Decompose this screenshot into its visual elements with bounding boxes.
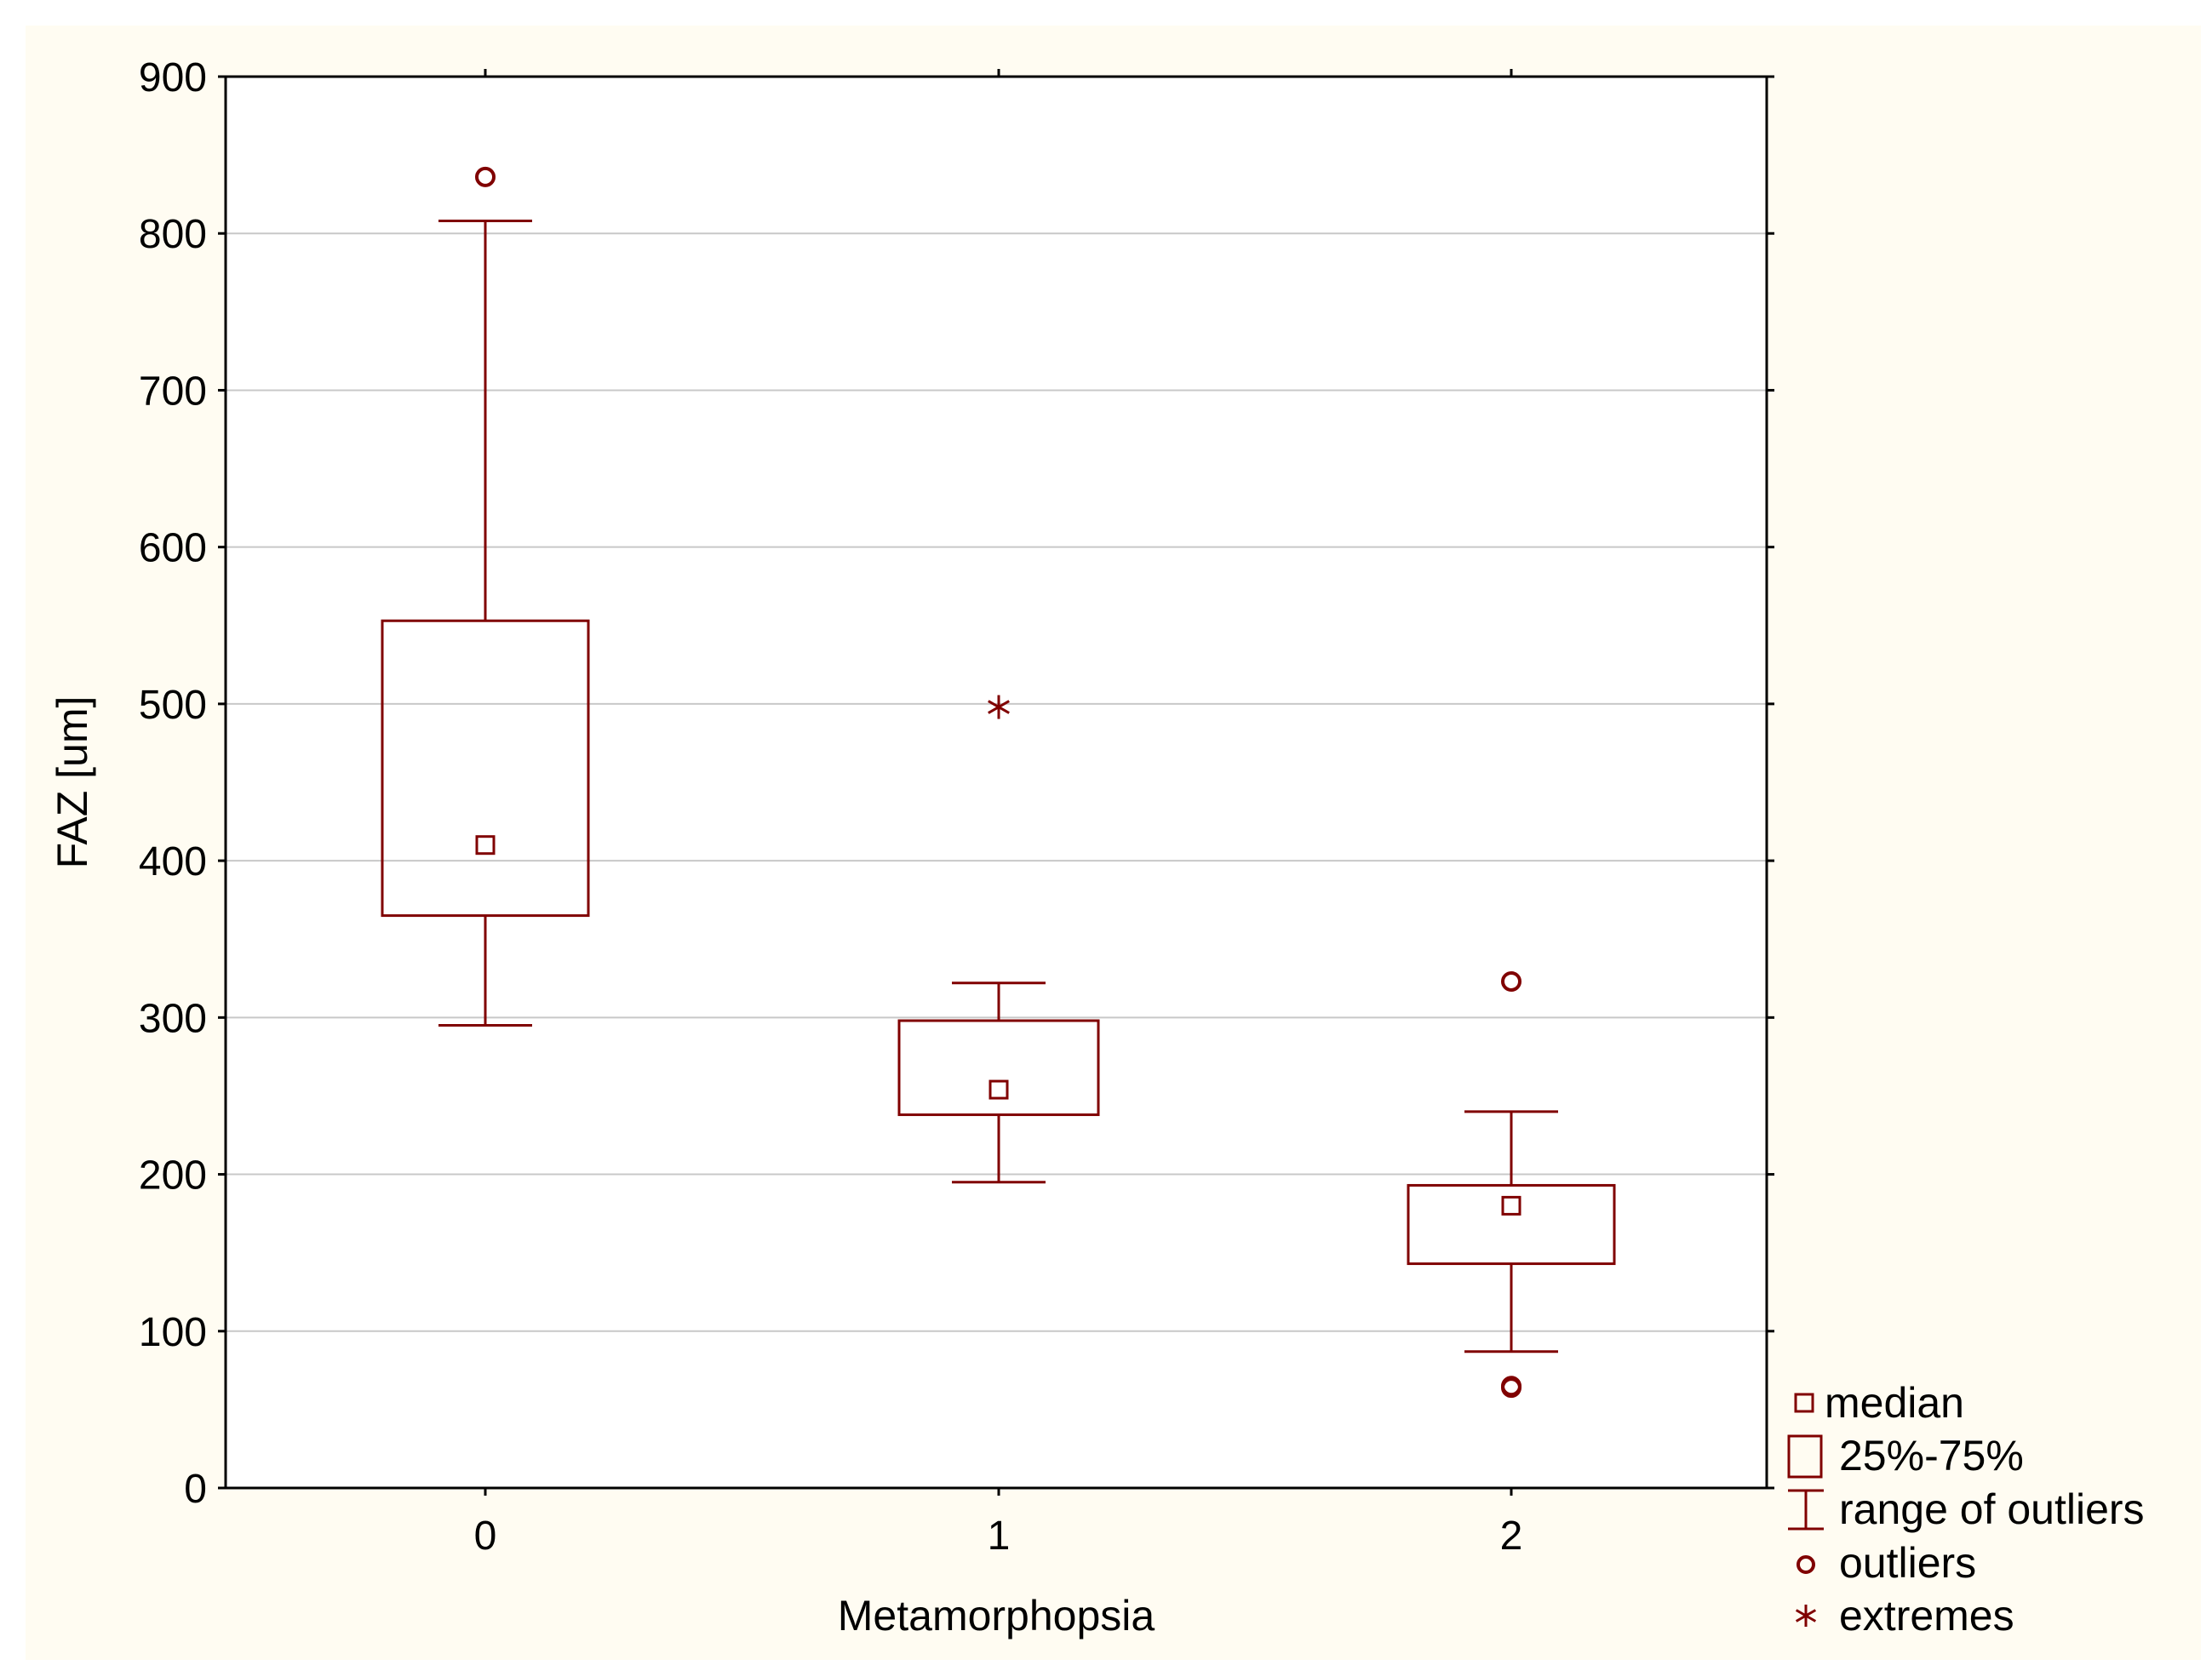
x-tick-label: 0 [474,1514,497,1559]
outlier-point [475,166,496,187]
plot-area [226,77,1767,1488]
legend-outlier-symbol [1797,1555,1815,1574]
legend: median 25%-75% range of outliers outlier… [1787,1379,2145,1640]
gridlines [226,232,1767,1332]
iqr-box [381,619,590,918]
legend-box-swatch [1787,1434,1823,1479]
y-tick-label: 500 [139,683,207,728]
x-axis-label: Metamorphopsia [838,1592,1155,1640]
legend-item-whisker: range of outliers [1788,1485,2145,1533]
outlier-point [1501,1376,1521,1397]
legend-item-box: 25%-75% [1787,1432,2024,1479]
y-tick-label: 600 [139,526,207,571]
x-tick-label: 1 [988,1514,1011,1559]
legend-outlier-label: outliers [1839,1539,1976,1587]
iqr-box [1407,1183,1616,1266]
box-group-2 [1407,970,1616,1399]
median-marker [1501,1195,1521,1216]
extreme-point-stroke [988,700,1010,714]
legend-extreme-star-stroke [1795,1609,1817,1622]
legend-median-label: median [1825,1379,1964,1427]
y-tick-label: 400 [139,839,207,884]
box-group-1 [897,695,1100,1184]
y-tick-label: 800 [139,212,207,257]
y-tick-label: 100 [139,1310,207,1355]
box-series [381,166,1616,1399]
legend-whisker-label: range of outliers [1839,1485,2145,1533]
box-group-0 [381,166,590,1027]
legend-extreme-label: extremes [1839,1592,2014,1640]
y-tick-label: 0 [184,1467,207,1512]
y-tick-label: 700 [139,369,207,414]
iqr-box [897,1019,1100,1117]
median-marker [989,1079,1009,1100]
extreme-point [988,695,1010,719]
x-tick-label: 2 [1500,1514,1523,1559]
y-tick-label: 200 [139,1153,207,1199]
y-tick-label: 900 [139,55,207,100]
legend-item-median: median [1794,1379,1964,1427]
axis-ticks: 0 100 200 300 400 500 600 700 800 900 0 1 2 [139,55,1774,1559]
legend-extreme-star [1795,1605,1817,1627]
y-axis-label: FAZ [um] [49,696,96,869]
legend-median-swatch [1794,1393,1814,1413]
y-tick-label: 300 [139,996,207,1041]
outlier-point [1501,970,1521,992]
plot-frame [224,75,1768,1490]
legend-item-extreme: extremes [1795,1592,2014,1640]
legend-item-outlier: outliers [1797,1539,1976,1587]
legend-box-label: 25%-75% [1839,1432,2024,1479]
median-marker [475,835,496,856]
legend-extreme-symbol [1795,1605,1817,1627]
